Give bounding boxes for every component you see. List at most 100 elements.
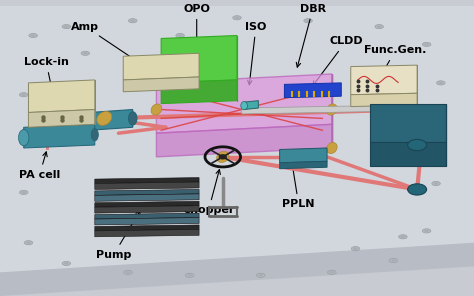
Ellipse shape [64,25,69,28]
Polygon shape [156,74,332,133]
Text: Wavemeter: Wavemeter [372,140,443,162]
Ellipse shape [241,102,247,110]
Polygon shape [161,36,237,83]
Polygon shape [156,124,332,157]
Ellipse shape [31,34,36,37]
Ellipse shape [26,242,31,244]
Ellipse shape [408,139,427,151]
Ellipse shape [316,92,321,95]
Ellipse shape [299,92,304,95]
Polygon shape [95,213,199,219]
Ellipse shape [438,132,443,134]
Polygon shape [161,80,237,104]
Ellipse shape [41,116,54,133]
Ellipse shape [422,229,431,233]
Polygon shape [370,142,446,166]
Ellipse shape [24,241,33,245]
Polygon shape [95,206,199,213]
Ellipse shape [29,33,37,38]
Ellipse shape [327,142,337,154]
Ellipse shape [399,235,407,239]
Ellipse shape [235,17,239,19]
Polygon shape [351,65,417,95]
Polygon shape [95,178,199,184]
Ellipse shape [178,34,182,37]
Polygon shape [95,194,199,201]
Ellipse shape [21,191,26,194]
Ellipse shape [353,247,358,250]
Ellipse shape [19,93,28,97]
Ellipse shape [424,43,429,46]
Ellipse shape [328,270,336,274]
Ellipse shape [375,25,383,29]
Ellipse shape [62,261,71,266]
Polygon shape [370,104,446,142]
Ellipse shape [327,104,337,115]
Ellipse shape [434,182,438,185]
Ellipse shape [19,190,28,194]
Ellipse shape [437,81,445,85]
Polygon shape [280,161,327,169]
Polygon shape [95,201,199,207]
Ellipse shape [124,270,132,274]
Ellipse shape [21,141,26,143]
Text: Lock-in: Lock-in [24,57,69,109]
Ellipse shape [176,33,184,38]
Ellipse shape [128,19,137,23]
Ellipse shape [126,271,130,274]
Text: PA cell: PA cell [19,152,60,180]
Ellipse shape [389,258,398,263]
Ellipse shape [219,155,227,159]
Ellipse shape [401,236,405,238]
Ellipse shape [185,273,194,277]
Polygon shape [242,105,403,114]
Polygon shape [351,93,417,107]
Ellipse shape [64,262,69,265]
Ellipse shape [391,259,396,262]
Ellipse shape [83,52,88,54]
Ellipse shape [437,131,445,135]
Polygon shape [284,83,341,98]
Ellipse shape [422,42,431,46]
Polygon shape [47,110,133,133]
Ellipse shape [256,273,265,277]
Text: ISO: ISO [245,22,267,85]
Ellipse shape [377,25,382,28]
Text: DBR: DBR [296,4,326,67]
Text: Amp: Amp [71,22,148,69]
Ellipse shape [408,184,427,195]
Ellipse shape [91,128,99,141]
Polygon shape [0,243,474,296]
Ellipse shape [297,151,310,163]
Ellipse shape [438,82,443,84]
Ellipse shape [233,16,241,20]
Polygon shape [95,218,199,225]
Ellipse shape [351,247,360,251]
Ellipse shape [306,20,310,22]
Polygon shape [244,101,258,110]
Polygon shape [28,80,95,112]
Ellipse shape [18,130,29,146]
Ellipse shape [217,151,229,163]
Ellipse shape [187,274,192,276]
Text: Chopper: Chopper [182,170,235,215]
Polygon shape [123,53,199,80]
Polygon shape [284,89,322,98]
Text: Func.Gen.: Func.Gen. [364,45,427,79]
Ellipse shape [258,274,263,276]
Ellipse shape [304,19,312,23]
Ellipse shape [329,271,334,274]
Polygon shape [95,229,199,237]
Ellipse shape [130,20,135,22]
Ellipse shape [424,230,429,232]
Ellipse shape [308,92,312,95]
Polygon shape [280,148,327,163]
Ellipse shape [81,51,90,55]
Ellipse shape [128,112,137,125]
Text: Pump: Pump [96,211,140,260]
Text: OPO: OPO [183,4,210,73]
Ellipse shape [62,25,71,29]
Polygon shape [123,77,199,92]
Polygon shape [28,110,95,127]
Ellipse shape [21,94,26,96]
